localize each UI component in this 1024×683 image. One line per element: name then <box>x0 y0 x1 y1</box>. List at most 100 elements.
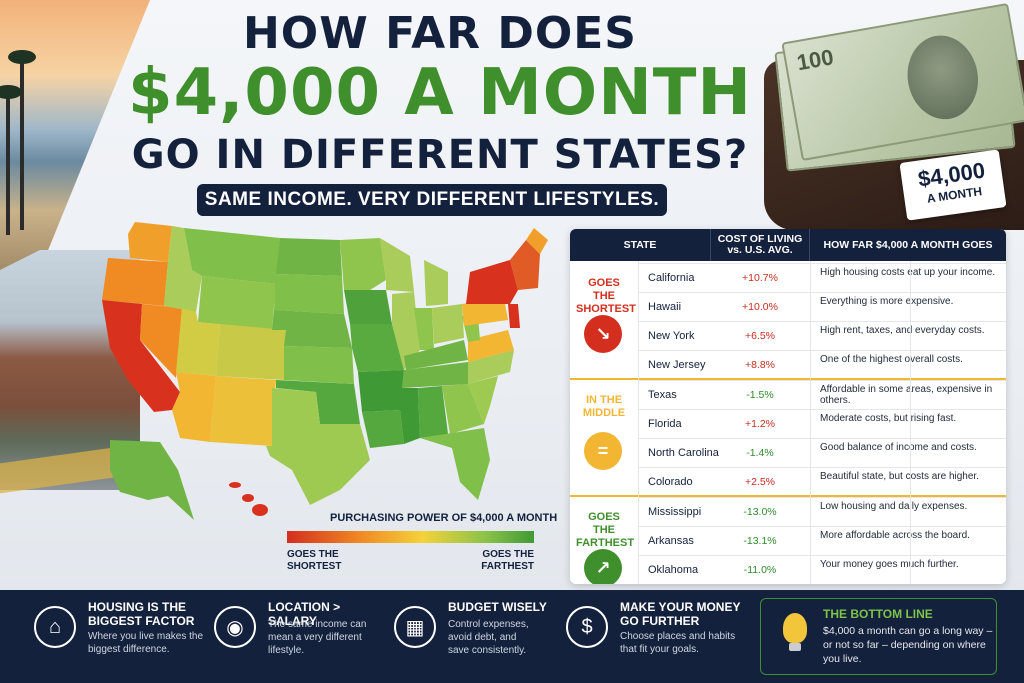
state-missouri <box>350 324 404 372</box>
state-indiana <box>414 308 434 350</box>
state-pennsylvania <box>462 298 508 326</box>
palm-tree <box>0 85 22 235</box>
state-name: Florida <box>648 418 682 430</box>
footer-item-budget: ▦ BUDGET WISELY Control expenses, avoid … <box>394 590 554 683</box>
footer-bar: ⌂ HOUSING IS THE BIGGEST FACTOR Where yo… <box>0 590 1024 683</box>
state-hawaii <box>242 494 254 502</box>
cost-percent: -11.0% <box>743 564 777 576</box>
state-new-mexico <box>210 376 276 446</box>
state-north-dakota <box>276 238 342 276</box>
table-row: Hawaii +10.0% Everything is more expensive… <box>638 292 1006 321</box>
column-divider <box>638 261 639 584</box>
state-oklahoma <box>276 380 360 424</box>
state-maine <box>526 228 548 254</box>
header-how-far: HOW FAR $4,000 A MONTH GOES <box>823 238 993 251</box>
table-row: California +10.7% High housing costs eat u… <box>638 263 1006 292</box>
cost-percent: -1.4% <box>746 447 774 459</box>
state-wyoming <box>198 276 276 330</box>
cost-percent: +10.0% <box>742 301 778 313</box>
table-header: STATE COST OF LIVING vs. U.S. AVG. HOW F… <box>570 229 1006 261</box>
footer-desc: The same income can mean a very differen… <box>268 619 367 656</box>
footer-desc: Where you live makes the biggest differe… <box>88 631 204 655</box>
group-label: GOES THE SHORTEST <box>576 277 636 315</box>
chart-up-icon: ↗ <box>584 549 622 584</box>
cost-percent: -13.0% <box>743 506 777 518</box>
state-wisconsin <box>380 238 414 292</box>
state-name: Hawaii <box>648 301 682 313</box>
calculator-icon: ▦ <box>394 606 436 648</box>
cost-percent: -13.1% <box>743 535 777 547</box>
row-description: Moderate costs, but rising fast. <box>820 413 957 424</box>
column-divider <box>810 261 811 584</box>
state-hawaii <box>229 482 241 488</box>
state-illinois <box>392 292 420 370</box>
row-description: Your money goes much further. <box>820 559 959 570</box>
state-utah <box>176 308 220 376</box>
cost-table: STATE COST OF LIVING vs. U.S. AVG. HOW F… <box>570 229 1006 584</box>
table-row: Florida +1.2% Moderate costs, but rising f… <box>638 409 1006 438</box>
footer-item-location: ◉ LOCATION > SALARY The same income can … <box>214 590 384 683</box>
footer-item-money: $ MAKE YOUR MONEY GO FURTHER Choose plac… <box>566 590 746 683</box>
group-2: GOES THE FARTHEST ↗ <box>570 497 638 584</box>
state-name: California <box>648 272 695 284</box>
row-description: Low housing and daily expenses. <box>820 501 968 512</box>
row-description: Affordable in some areas, expensive in o… <box>820 384 993 406</box>
state-hawaii <box>252 504 268 516</box>
table-row: Texas -1.5% Affordable in some areas, expe… <box>638 380 1006 409</box>
state-name: New York <box>648 330 695 342</box>
state-kentucky <box>404 340 468 370</box>
state-washington <box>128 222 172 262</box>
bottom-line-box: THE BOTTOM LINE $4,000 a month can go a … <box>760 598 997 675</box>
row-description: Good balance of income and costs. <box>820 442 977 453</box>
state-alabama <box>418 386 448 438</box>
piggy-bank-icon: $ <box>566 606 608 648</box>
group-1: IN THE MIDDLE = <box>570 380 638 496</box>
state-name: Mississippi <box>648 506 702 518</box>
table-row: Arkansas -13.1% More affordable across the… <box>638 526 1006 555</box>
footer-title: HOUSING IS THE BIGGEST FACTOR <box>88 600 195 628</box>
footer-item-housing: ⌂ HOUSING IS THE BIGGEST FACTOR Where yo… <box>34 590 204 683</box>
cost-percent: -1.5% <box>746 389 774 401</box>
title-line-1: HOW FAR DOES <box>242 8 637 59</box>
state-iowa <box>344 290 392 324</box>
column-divider <box>910 261 911 584</box>
title-line-2: $4,000 A MONTH <box>128 56 752 130</box>
state-tennessee <box>402 362 470 388</box>
state-name: New Jersey <box>648 359 706 371</box>
state-florida <box>420 428 490 500</box>
state-texas <box>266 388 370 505</box>
state-name: Colorado <box>648 476 693 488</box>
group-label: GOES THE FARTHEST <box>576 511 635 549</box>
us-map <box>102 222 548 520</box>
state-nebraska <box>272 310 352 348</box>
legend-gradient-bar <box>287 531 534 543</box>
cost-percent: +6.5% <box>744 330 776 342</box>
footer-desc: Control expenses, avoid debt, and save c… <box>448 619 529 656</box>
table-row: Mississippi -13.0% Low housing and daily e… <box>638 497 1006 526</box>
footer-title: BUDGET WISELY <box>448 600 547 614</box>
row-description: One of the highest overall costs. <box>820 354 963 365</box>
state-kansas <box>284 346 354 384</box>
location-pin-icon: ◉ <box>214 606 256 648</box>
lightbulb-icon <box>783 613 807 651</box>
state-michigan <box>424 260 448 306</box>
row-description: High rent, taxes, and everyday costs. <box>820 325 985 336</box>
bottom-line-text: $4,000 a month can go a long way – or no… <box>823 625 993 665</box>
row-description: Everything is more expensive. <box>820 296 954 307</box>
table-row: New York +6.5% High rent, taxes, and every… <box>638 321 1006 350</box>
state-montana <box>184 228 280 284</box>
state-name: Oklahoma <box>648 564 699 576</box>
equals-icon: = <box>584 432 622 470</box>
state-south-carolina <box>468 376 498 424</box>
row-description: High housing costs eat up your income. <box>820 267 996 278</box>
group-divider <box>570 378 1006 380</box>
state-north-carolina <box>468 350 514 384</box>
header-cost: COST OF LIVING vs. U.S. AVG. <box>710 229 810 261</box>
palm-tree <box>8 50 36 230</box>
portrait-icon <box>901 29 985 125</box>
state-ohio <box>432 304 464 344</box>
state-california <box>102 300 180 412</box>
table-row: Oklahoma -11.0% Your money goes much furth… <box>638 555 1006 584</box>
state-new-york <box>466 260 518 304</box>
legend-left-label: GOES THE SHORTEST <box>287 549 342 572</box>
